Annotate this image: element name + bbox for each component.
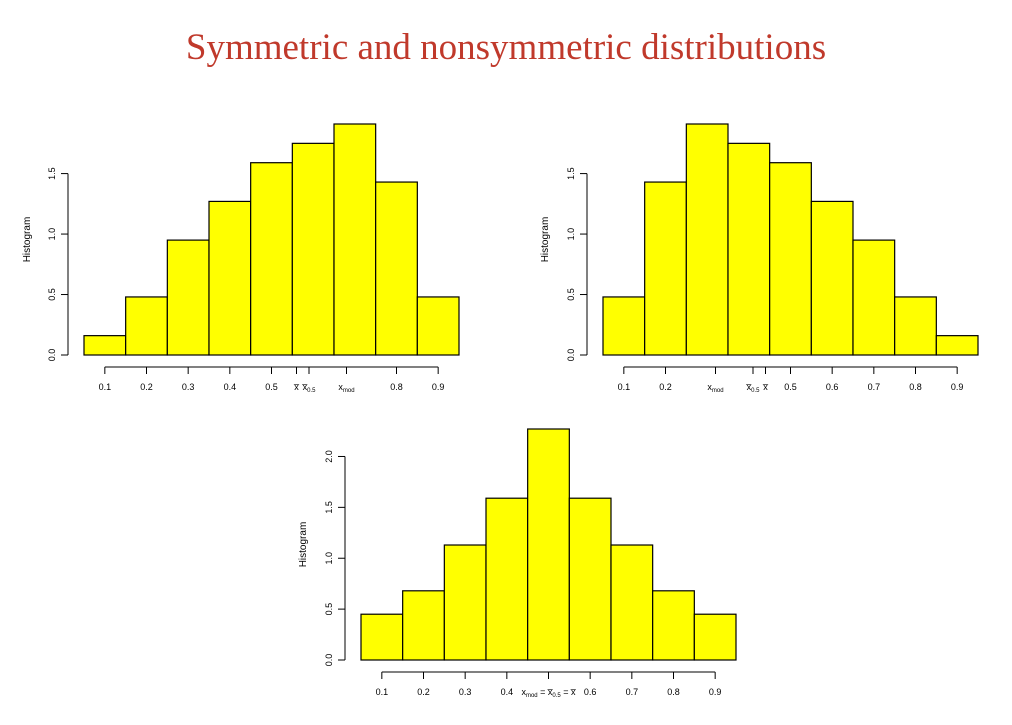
x-tick-label: 0.8 xyxy=(390,382,403,392)
statistic-label: xmod xyxy=(338,382,354,394)
statistic-label: xmod = x̅0.5 = x̅ xyxy=(521,687,576,699)
histogram-panel-2: 0.0 0.5 1.0 1.5 Histogram 0.1 0.2 0.5 0.6 0.7 0.8 0… xyxy=(540,123,979,394)
histogram-bar xyxy=(935,335,979,356)
y-axis-label: Histogram xyxy=(540,217,551,263)
x-tick-label: 0.4 xyxy=(501,687,514,697)
histogram-bar xyxy=(443,544,487,661)
y-tick-label: 0.5 xyxy=(324,603,334,616)
histogram-bar xyxy=(166,239,210,356)
x-tick-label: 0.5 xyxy=(265,382,278,392)
x-tick-label: 0.5 xyxy=(784,382,797,392)
histogram-bar xyxy=(652,590,695,661)
histogram-bar xyxy=(83,335,127,356)
x-tick-label: 0.9 xyxy=(709,687,722,697)
y-tick-label: 1.5 xyxy=(566,167,576,180)
x-tick-label: 0.2 xyxy=(417,687,430,697)
histogram-bar xyxy=(375,181,418,356)
x-tick-label: 0.7 xyxy=(868,382,881,392)
y-tick-label: 0.5 xyxy=(566,288,576,301)
x-tick-label: 0.8 xyxy=(667,687,680,697)
histogram-bar xyxy=(568,497,612,661)
y-tick-label: 1.5 xyxy=(47,167,57,180)
x-tick-label: 0.3 xyxy=(459,687,472,697)
statistic-label: xmod xyxy=(707,382,723,394)
x-tick-label: 0.2 xyxy=(659,382,672,392)
y-tick-label: 0.5 xyxy=(47,288,57,301)
histogram-bar xyxy=(727,142,771,356)
x-tick-label: 0.2 xyxy=(140,382,153,392)
histogram-panel-3: 0.0 0.5 1.0 1.5 2.0 Histogram 0.1 0.2 0.3 0.4 0.6 0… xyxy=(298,428,737,699)
histogram-bar xyxy=(769,162,812,356)
histogram-bar xyxy=(125,296,168,356)
x-tick-label: 0.4 xyxy=(224,382,237,392)
histogram-bar xyxy=(291,142,335,356)
x-tick-label: 0.1 xyxy=(99,382,112,392)
x-tick-label: 0.8 xyxy=(909,382,922,392)
x-tick-label: 0.1 xyxy=(618,382,631,392)
x-tick-label: 0.9 xyxy=(951,382,964,392)
y-axis-label: Histogram xyxy=(22,217,33,263)
histogram-bar xyxy=(602,296,646,356)
y-tick-label: 2.0 xyxy=(324,450,334,463)
histogram-bar xyxy=(894,296,937,356)
x-tick-label: 0.7 xyxy=(626,687,639,697)
y-tick-label: 1.0 xyxy=(566,228,576,241)
histogram-bar xyxy=(852,239,896,356)
x-tick-label: 0.3 xyxy=(182,382,195,392)
histogram-bar xyxy=(416,296,460,356)
histogram-panel-1: 0.0 0.5 1.0 1.5 Histogram 0.1 0.2 0.3 0.4 0.5 0.8 0… xyxy=(22,123,460,394)
histogram-bar xyxy=(693,613,737,661)
x-tick-label: 0.1 xyxy=(376,687,389,697)
statistic-label: x̅ xyxy=(293,382,299,392)
y-tick-label: 1.0 xyxy=(324,552,334,565)
x-tick-label: 0.6 xyxy=(584,687,597,697)
y-tick-label: 0.0 xyxy=(324,654,334,667)
histogram-bar xyxy=(644,181,687,356)
histogram-bar xyxy=(527,428,570,661)
y-tick-label: 1.5 xyxy=(324,501,334,514)
y-tick-label: 0.0 xyxy=(47,349,57,362)
histogram-bar xyxy=(685,123,729,356)
y-axis-label: Histogram xyxy=(298,522,309,568)
histogram-bar xyxy=(610,544,654,661)
histogram-bar xyxy=(333,123,377,356)
histogram-bar xyxy=(250,162,293,356)
histogram-bar xyxy=(402,590,445,661)
statistic-label: x̅0.5 xyxy=(302,382,316,394)
histogram-bar xyxy=(485,497,529,661)
x-tick-label: 0.9 xyxy=(432,382,445,392)
histogram-bar xyxy=(360,613,404,661)
statistic-label: x̅ xyxy=(762,382,768,392)
x-tick-label: 0.6 xyxy=(826,382,839,392)
histogram-bar xyxy=(810,200,854,356)
statistic-label: x̅0.5 xyxy=(746,382,760,394)
page-title: Symmetric and nonsymmetric distributions xyxy=(185,27,827,68)
y-tick-label: 1.0 xyxy=(47,228,57,241)
histogram-bar xyxy=(208,200,252,356)
y-tick-label: 0.0 xyxy=(566,349,576,362)
